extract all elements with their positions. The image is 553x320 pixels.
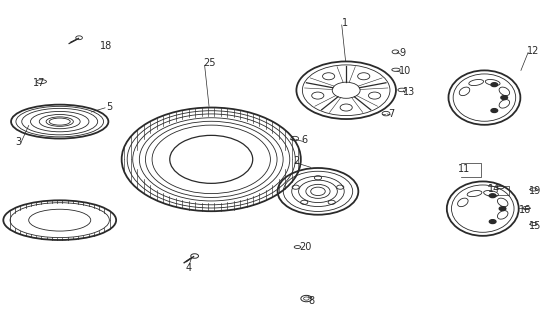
Text: 17: 17 <box>33 77 45 88</box>
Text: 9: 9 <box>399 48 405 58</box>
Text: 4: 4 <box>185 263 191 273</box>
Text: 1: 1 <box>342 18 348 28</box>
Text: 15: 15 <box>529 220 541 231</box>
Text: 10: 10 <box>399 66 411 76</box>
Circle shape <box>491 108 498 112</box>
Text: 2: 2 <box>293 156 299 166</box>
Circle shape <box>489 194 496 198</box>
Text: 11: 11 <box>458 164 470 174</box>
Circle shape <box>489 220 496 223</box>
Text: 20: 20 <box>300 242 312 252</box>
Text: 16: 16 <box>519 204 531 215</box>
Text: 13: 13 <box>403 87 415 97</box>
Text: 3: 3 <box>15 137 22 148</box>
Text: 6: 6 <box>301 135 307 145</box>
Text: 19: 19 <box>529 186 541 196</box>
Circle shape <box>499 207 506 211</box>
Text: 14: 14 <box>488 184 500 194</box>
Text: 25: 25 <box>204 58 216 68</box>
Circle shape <box>491 83 498 87</box>
Circle shape <box>501 96 508 100</box>
Text: 12: 12 <box>526 45 539 56</box>
Text: 18: 18 <box>100 41 112 52</box>
Text: 5: 5 <box>106 101 112 112</box>
Text: 8: 8 <box>309 296 315 306</box>
Text: 7: 7 <box>388 109 394 119</box>
